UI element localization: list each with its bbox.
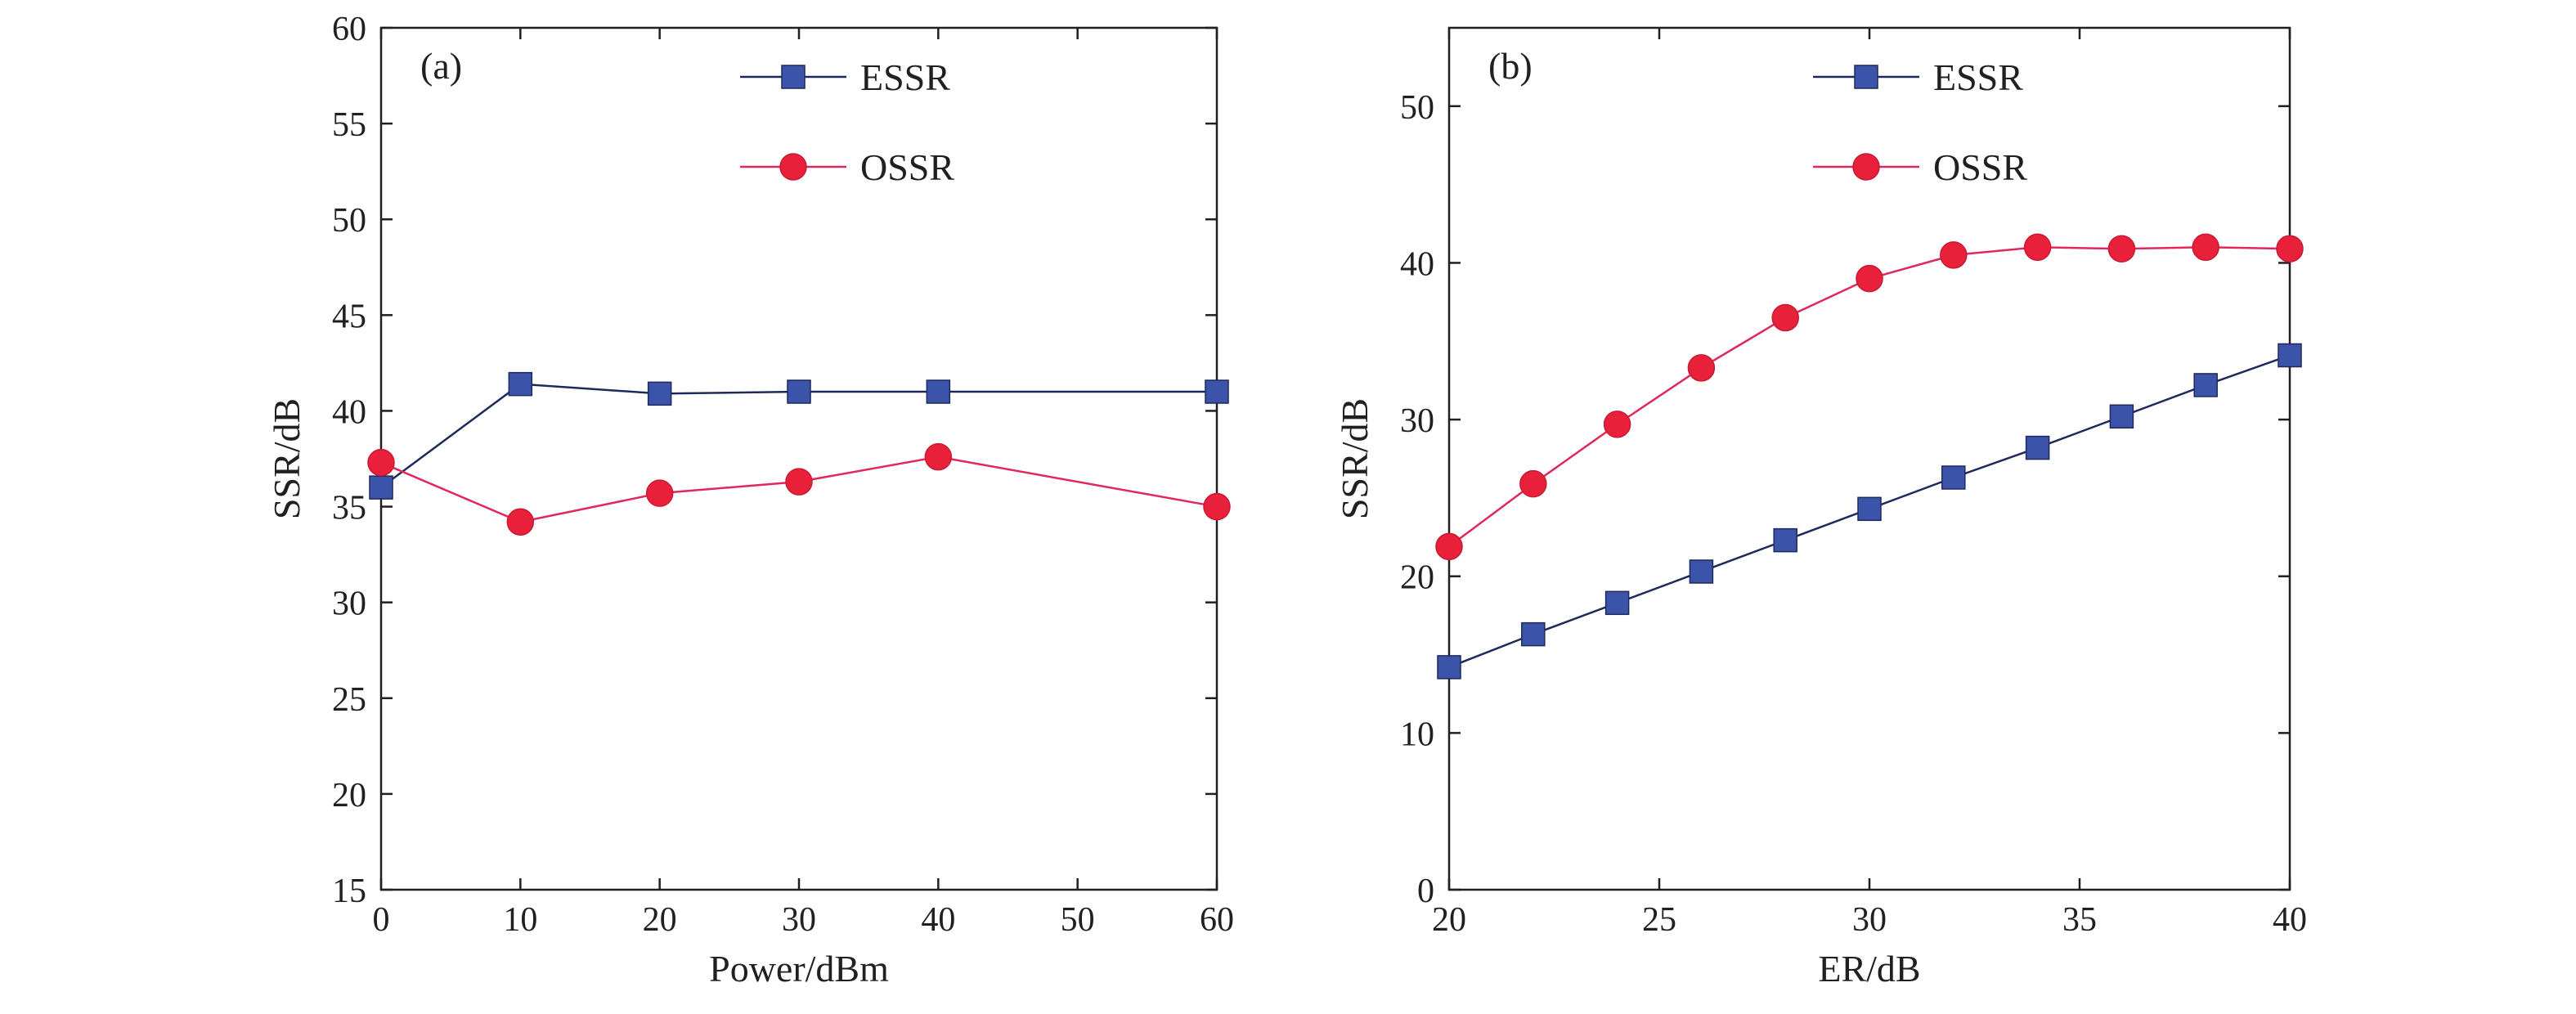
data-point-ossr [1603, 411, 1631, 438]
panel-label: (b) [1488, 45, 1533, 87]
y-tick-label: 35 [332, 490, 366, 527]
data-point-ossr [1856, 264, 1883, 293]
x-tick-label: 25 [1642, 901, 1676, 939]
y-tick-label: 30 [1400, 402, 1434, 440]
data-point-ossr [645, 479, 674, 507]
data-point-ossr [1940, 241, 1968, 269]
y-tick-label: 20 [332, 777, 366, 814]
data-point-essr [926, 379, 951, 404]
data-point-ossr [506, 508, 535, 536]
y-tick-label: 40 [332, 393, 366, 431]
legend-label-essr: ESSR [860, 56, 950, 98]
y-tick-label: 20 [1400, 559, 1434, 597]
data-point-ossr [2192, 233, 2219, 262]
data-point-essr [1437, 655, 1461, 680]
data-point-ossr [1519, 469, 1547, 498]
data-point-essr [1857, 496, 1882, 522]
data-point-essr [1689, 559, 1714, 584]
x-tick-label: 50 [1061, 901, 1095, 939]
x-tick-label: 30 [782, 901, 816, 939]
data-point-essr [1941, 465, 1966, 490]
x-tick-label: 0 [373, 901, 390, 939]
x-tick-label: 60 [1200, 901, 1234, 939]
legend-label-ossr: OSSR [1933, 146, 2027, 188]
data-point-essr [647, 381, 672, 406]
data-point-essr [2278, 343, 2302, 368]
panel-a: 0 10 20 30 40 50 60 15 20 25 30 35 40 45 50 55 60 Power/d… [266, 11, 1234, 989]
y-tick-label: 10 [1400, 716, 1434, 753]
panel-label: (a) [420, 45, 462, 87]
data-point-ossr [2276, 235, 2304, 262]
data-point-ossr [367, 448, 395, 477]
data-point-essr [787, 379, 811, 404]
y-tick-label: 50 [332, 202, 366, 240]
panel-b: 20 25 30 35 40 0 10 20 30 40 50 ER/dB SSR/dB (b) ESSR O… [1334, 26, 2307, 989]
data-point-ossr [2023, 233, 2052, 262]
y-axis-title: SSR/dB [266, 398, 307, 519]
data-point-ossr [785, 468, 813, 496]
data-point-ossr [2107, 235, 2136, 262]
legend-label-ossr: OSSR [860, 146, 954, 188]
x-axis-title: Power/dBm [709, 948, 889, 989]
x-tick-label: 35 [2062, 901, 2097, 939]
series-line-essr [380, 383, 1217, 489]
data-point-essr [2025, 435, 2050, 460]
x-axis-title: ER/dB [1818, 948, 1920, 989]
legend-marker-ossr [1852, 153, 1880, 181]
x-tick-label: 40 [2273, 901, 2307, 939]
y-tick-label: 40 [1400, 245, 1434, 283]
data-point-essr [1604, 590, 1630, 616]
data-point-essr [1773, 527, 1797, 553]
legend-marker-ossr [779, 153, 807, 181]
y-tick-label: 15 [332, 873, 366, 910]
y-tick-label: 45 [332, 298, 366, 335]
series-line-ossr [380, 455, 1218, 523]
x-tick-label: 10 [503, 901, 537, 939]
y-tick-label: 55 [332, 106, 366, 144]
data-point-ossr [1435, 532, 1463, 561]
data-point-essr [2109, 404, 2134, 429]
legend-marker-essr [781, 65, 806, 89]
legend-label-essr: ESSR [1933, 56, 2023, 98]
y-tick-label: 50 [1400, 89, 1434, 127]
data-point-essr [1521, 621, 1546, 647]
data-point-essr [508, 371, 533, 397]
x-tick-label: 20 [643, 901, 677, 939]
data-point-essr [369, 475, 393, 500]
data-point-ossr [1687, 354, 1716, 382]
data-point-essr [2193, 373, 2218, 397]
x-tick-label: 20 [1432, 901, 1466, 939]
data-point-essr [1205, 379, 1229, 404]
y-tick-label: 25 [332, 681, 366, 719]
y-axis-title: SSR/dB [1334, 398, 1376, 519]
data-point-ossr [1771, 303, 1799, 332]
x-tick-label: 30 [1852, 901, 1887, 939]
y-tick-label: 60 [332, 11, 366, 48]
data-point-ossr [924, 442, 953, 471]
x-tick-label: 40 [921, 901, 955, 939]
legend-marker-essr [1854, 65, 1878, 89]
y-tick-label: 30 [332, 586, 366, 623]
y-tick-label: 0 [1417, 873, 1434, 910]
data-point-ossr [1203, 492, 1231, 521]
